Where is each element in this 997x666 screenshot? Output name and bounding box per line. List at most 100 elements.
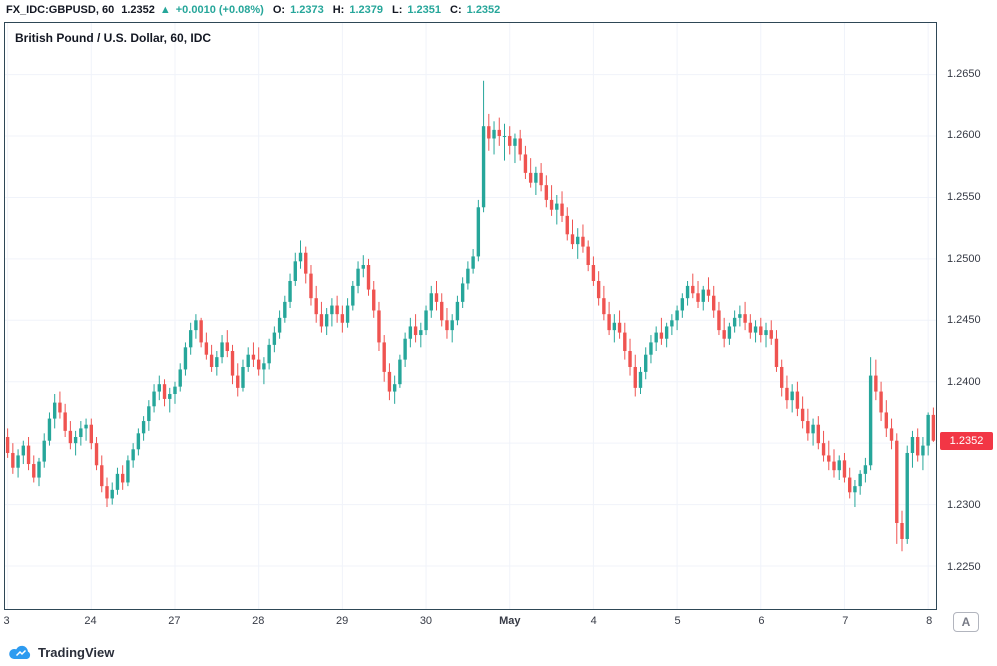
- candle-body: [544, 185, 549, 200]
- candle-body: [706, 289, 711, 296]
- candle-body: [795, 391, 800, 409]
- candle-body: [738, 314, 742, 318]
- candle-body: [654, 332, 658, 343]
- candle-body: [863, 465, 868, 474]
- candle-body: [73, 437, 78, 444]
- candle-body: [387, 371, 392, 392]
- candle-body: [884, 412, 889, 429]
- candle-body: [659, 332, 664, 339]
- candle-body: [780, 366, 784, 388]
- candle-body: [450, 320, 454, 331]
- high-label: H:: [332, 4, 345, 16]
- candle-body: [199, 320, 203, 343]
- candle-body: [502, 136, 507, 138]
- candle-body: [471, 256, 475, 269]
- candle-body: [63, 412, 67, 431]
- candle-body: [241, 366, 245, 388]
- chart-title: British Pound / U.S. Dollar, 60, IDC: [15, 31, 212, 45]
- candle-body: [858, 473, 862, 487]
- candle-body: [424, 310, 428, 331]
- brand-name: TradingView: [38, 644, 115, 660]
- candle-body: [314, 298, 318, 315]
- candle-body: [110, 489, 114, 499]
- candle-body: [445, 320, 449, 331]
- candle-body: [42, 440, 46, 462]
- candle-body: [345, 305, 350, 323]
- candle-body: [277, 317, 282, 333]
- y-axis-label: 1.2250: [947, 560, 981, 573]
- candle-body: [246, 354, 250, 367]
- candle-body: [272, 332, 277, 345]
- autoscale-button[interactable]: A: [953, 612, 979, 632]
- last-price-tag: 1.2352: [940, 432, 993, 451]
- candle-body: [47, 418, 52, 441]
- candle-body: [403, 338, 407, 360]
- candle-body: [330, 305, 334, 315]
- x-axis-label: 7: [842, 615, 849, 627]
- candle-body: [837, 460, 841, 471]
- candle-body: [340, 314, 345, 323]
- candle-body: [874, 375, 878, 392]
- y-axis-label: 1.2600: [947, 129, 981, 142]
- candle-body: [256, 359, 261, 370]
- candle-body: [126, 460, 130, 483]
- candle-body: [748, 322, 753, 333]
- close-value: 1.2352: [466, 4, 501, 16]
- candle-body: [178, 369, 182, 387]
- candle-body: [806, 421, 810, 434]
- low-value: 1.2351: [407, 4, 442, 16]
- price-change: +0.0010 (+0.08%): [175, 4, 264, 16]
- x-axis-label: 27: [168, 615, 181, 627]
- candle-body: [16, 455, 20, 468]
- candle-body: [664, 326, 669, 339]
- chart-area[interactable]: British Pound / U.S. Dollar, 60, IDC: [4, 22, 937, 610]
- last-price: 1.2352: [121, 4, 155, 16]
- candle-body: [821, 443, 826, 456]
- candle-body: [173, 386, 177, 395]
- candle-body: [157, 384, 161, 392]
- candle-body: [262, 363, 266, 370]
- candle-body: [361, 265, 365, 269]
- candle-body: [21, 445, 26, 456]
- candlestick-chart[interactable]: [5, 23, 936, 609]
- candle-body: [392, 384, 397, 392]
- candle-body: [413, 326, 418, 336]
- candle-body: [581, 236, 585, 247]
- candle-body: [283, 301, 287, 318]
- candle-body: [372, 289, 376, 311]
- candle-body: [727, 326, 732, 339]
- candle-body: [685, 285, 690, 299]
- price-scale[interactable]: 1.2352 1.2650 1.2600 1.2550 1.2500 1.2450 1.2…: [937, 22, 997, 610]
- candle-body: [800, 408, 805, 422]
- candle-body: [638, 371, 643, 388]
- candle-body: [847, 477, 852, 493]
- candle-body: [194, 320, 198, 331]
- candle-body: [220, 342, 224, 358]
- x-axis-label: 29: [335, 615, 349, 627]
- candle-body: [26, 445, 31, 465]
- y-axis-label: 1.2550: [947, 191, 981, 204]
- close-label: C:: [450, 4, 462, 16]
- footer-brand[interactable]: TradingView: [8, 642, 114, 662]
- candle-body: [5, 437, 10, 453]
- candle-body: [644, 354, 648, 372]
- candle-body: [136, 433, 141, 450]
- candle-body: [152, 391, 156, 407]
- open-label: O:: [272, 4, 286, 16]
- x-axis-label: 6: [758, 615, 765, 627]
- x-axis[interactable]: 3 24 27 28 29 30 May 4 5 6 7 8: [4, 614, 937, 630]
- candle-body: [204, 342, 209, 355]
- candle-body: [487, 126, 491, 139]
- candle-body: [555, 203, 559, 210]
- candle-body: [58, 402, 62, 413]
- candle-body: [764, 330, 768, 336]
- candle-body: [230, 351, 235, 376]
- candle-body: [147, 406, 151, 422]
- candle-body: [774, 338, 779, 367]
- candle-body: [209, 354, 214, 367]
- candle-body: [335, 305, 339, 315]
- y-axis-label: 1.2650: [947, 67, 981, 80]
- candle-body: [419, 330, 423, 336]
- x-axis-label: May: [499, 615, 521, 627]
